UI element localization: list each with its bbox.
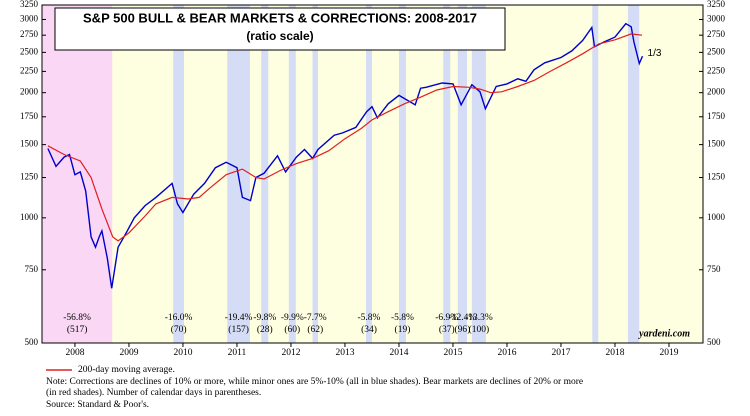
y-tick-label: 1250 <box>20 172 39 182</box>
chart-title: S&P 500 BULL & BEAR MARKETS & CORRECTION… <box>83 10 477 25</box>
y2-tick-label: 500 <box>707 337 721 347</box>
change-label: -19.4% <box>225 313 253 323</box>
y-tick-label: 1000 <box>20 212 39 222</box>
change-label: -13.3% <box>465 313 493 323</box>
y-tick-label: 750 <box>25 264 39 274</box>
y2-tick-label: 2500 <box>707 46 726 56</box>
y-tick-label: 500 <box>25 337 39 347</box>
x-tick-label: 2015 <box>443 348 462 358</box>
x-tick-label: 2018 <box>605 348 624 358</box>
days-label: (70) <box>171 324 187 335</box>
correction-band <box>592 5 599 343</box>
end-annotation: 1/3 <box>648 48 662 59</box>
change-label: -7.7% <box>304 313 327 323</box>
change-label: -5.8% <box>391 313 414 323</box>
change-label: -5.8% <box>358 313 381 323</box>
correction-band <box>173 5 185 343</box>
lines <box>47 22 644 289</box>
title-box <box>54 7 506 51</box>
y-tick-label: 1750 <box>20 111 39 121</box>
x-tick-label: 2010 <box>173 348 192 358</box>
days-label: (62) <box>307 324 323 335</box>
correction-band <box>312 5 318 343</box>
y-tick-label: 2500 <box>20 46 39 56</box>
y2-tick-label: 1500 <box>707 139 726 149</box>
note: (in red shades). Number of calendar days… <box>46 387 261 398</box>
y2-tick-label: 3250 <box>707 0 726 9</box>
change-label: -16.0% <box>165 313 193 323</box>
y2-tick-label: 2000 <box>707 87 726 97</box>
correction-band <box>443 5 451 343</box>
y2-tick-label: 750 <box>707 264 721 274</box>
y-tick-label: 3250 <box>20 0 39 9</box>
plot-background <box>42 5 703 343</box>
days-label: (100) <box>469 324 490 335</box>
x-tick-label: 2013 <box>335 348 354 358</box>
change-label: -56.8% <box>63 313 91 323</box>
chart-subtitle: (ratio scale) <box>246 29 313 43</box>
y-tick-label: 3000 <box>20 14 39 24</box>
change-label: -6.9% <box>435 313 458 323</box>
y-tick-label: 2750 <box>20 29 39 39</box>
days-label: (28) <box>257 324 273 335</box>
days-label: (517) <box>67 324 88 335</box>
change-label: -9.8% <box>253 313 276 323</box>
days-label: (60) <box>284 324 300 335</box>
correction-band <box>288 5 296 343</box>
moving-average-line <box>47 33 643 242</box>
y-tick-label: 2000 <box>20 87 39 97</box>
x-tick-label: 2016 <box>497 348 516 358</box>
y-tick-label: 1500 <box>20 139 39 149</box>
note: Source: Standard & Poor's. <box>46 400 149 410</box>
y2-tick-label: 2250 <box>707 65 726 75</box>
x-tick-label: 2017 <box>551 348 570 358</box>
source-label: yardeni.com <box>638 328 690 339</box>
correction-band <box>471 5 486 343</box>
x-tick-label: 2008 <box>65 348 84 358</box>
y2-tick-label: 1000 <box>707 212 726 222</box>
correction-band <box>457 5 468 343</box>
y2-tick-label: 1750 <box>707 111 726 121</box>
x-tick-label: 2011 <box>228 348 247 358</box>
x-tick-label: 2009 <box>119 348 138 358</box>
y2-tick-label: 1250 <box>707 172 726 182</box>
x-tick-label: 2019 <box>659 348 678 358</box>
days-label: (34) <box>361 324 377 335</box>
change-label: -9.9% <box>281 313 304 323</box>
correction-band <box>261 5 269 343</box>
correction-band <box>398 5 406 343</box>
x-tick-label: 2014 <box>389 348 408 358</box>
change-label: -12.4% <box>449 313 477 323</box>
days-label: (37) <box>439 324 455 335</box>
days-label: (157) <box>228 324 249 335</box>
y2-tick-label: 3000 <box>707 14 726 24</box>
x-tick-label: 2012 <box>281 348 300 358</box>
price-line <box>47 22 644 289</box>
correction-band <box>627 5 640 343</box>
bands <box>42 5 703 343</box>
correction-band <box>366 5 372 343</box>
note: Note: Corrections are declines of 10% or… <box>46 376 583 387</box>
days-label: (19) <box>395 324 411 335</box>
y-tick-label: 2250 <box>20 65 39 75</box>
days-label: (96) <box>455 324 471 335</box>
y2-tick-label: 2750 <box>707 29 726 39</box>
legend-label: 200-day moving average. <box>78 365 175 375</box>
